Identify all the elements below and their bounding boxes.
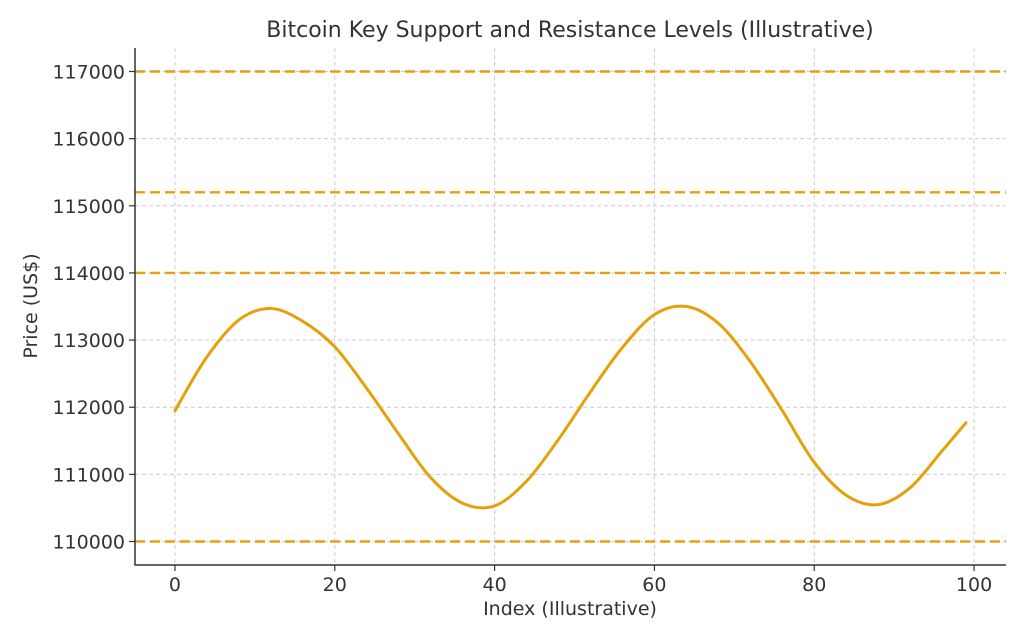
y-tick-label: 115000 bbox=[52, 196, 125, 218]
x-tick-label: 100 bbox=[956, 574, 992, 596]
price-series bbox=[173, 304, 968, 510]
x-tick-label: 60 bbox=[642, 574, 666, 596]
y-tick-label: 114000 bbox=[52, 263, 125, 285]
y-axis-label: Price (US$) bbox=[20, 253, 42, 358]
y-tick-label: 116000 bbox=[52, 129, 125, 151]
x-tick-label: 20 bbox=[323, 574, 347, 596]
x-axis-ticks: 0 20 40 60 80 100 bbox=[169, 565, 992, 596]
y-tick-label: 117000 bbox=[52, 62, 125, 84]
price-line bbox=[173, 304, 968, 510]
x-tick-label: 0 bbox=[169, 574, 181, 596]
y-tick-label: 112000 bbox=[52, 397, 125, 419]
axes bbox=[134, 48, 1006, 566]
x-axis-label: Index (Illustrative) bbox=[483, 598, 657, 620]
axis-spines bbox=[134, 48, 1006, 566]
grid bbox=[135, 48, 1006, 565]
y-tick-label: 111000 bbox=[52, 464, 125, 486]
y-tick-label: 113000 bbox=[52, 330, 125, 352]
support-resistance-levels bbox=[135, 70, 1006, 543]
x-tick-label: 40 bbox=[482, 574, 506, 596]
x-tick-label: 80 bbox=[802, 574, 826, 596]
chart-title: Bitcoin Key Support and Resistance Level… bbox=[266, 18, 873, 43]
y-tick-label: 110000 bbox=[52, 532, 125, 554]
y-axis-ticks: 110000 111000 112000 113000 114000 115000 1160… bbox=[52, 62, 135, 554]
